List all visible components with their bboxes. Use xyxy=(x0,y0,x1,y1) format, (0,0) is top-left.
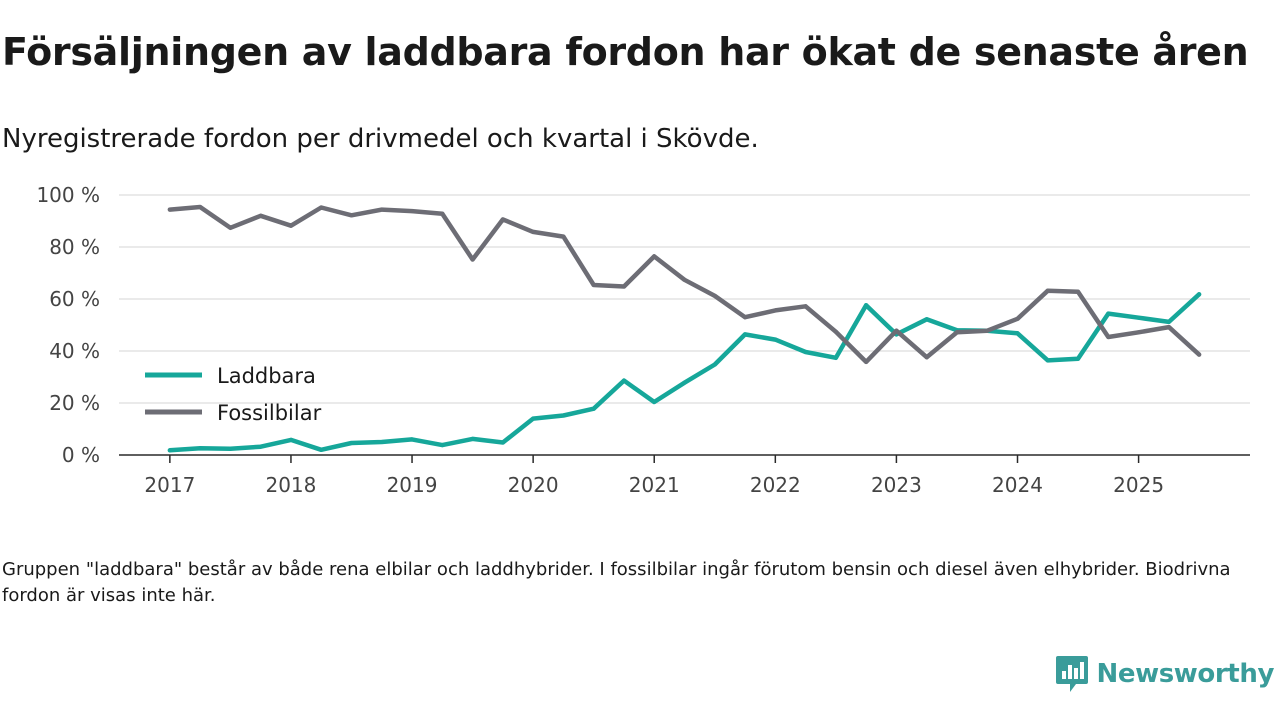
line-chart: 0 % 20 % 40 % 60 % 80 % 100 % 2017 2018 2019 2020… xyxy=(36,183,1250,497)
x-tick-label: 2018 xyxy=(265,473,316,497)
data-point-laddbara xyxy=(1197,292,1202,297)
x-tick-label: 2022 xyxy=(750,473,801,497)
y-tick-label: 80 % xyxy=(49,235,100,259)
data-point-laddbara xyxy=(531,416,536,421)
data-point-fossilbilar xyxy=(228,225,233,230)
data-point-laddbara xyxy=(924,317,929,322)
footnote: Gruppen "laddbara" består av både rena e… xyxy=(2,559,1231,606)
data-point-fossilbilar xyxy=(349,213,354,218)
data-point-fossilbilar xyxy=(1136,330,1141,335)
brand-logo: Newsworthy xyxy=(1055,654,1274,694)
data-point-laddbara xyxy=(500,440,505,445)
data-point-laddbara xyxy=(1015,331,1020,336)
data-point-laddbara xyxy=(198,446,203,451)
x-tick-label: 2020 xyxy=(508,473,559,497)
data-point-fossilbilar xyxy=(561,234,566,239)
legend-label-fossilbilar: Fossilbilar xyxy=(217,401,322,425)
data-point-fossilbilar xyxy=(379,207,384,212)
y-tick-label: 60 % xyxy=(49,287,100,311)
data-point-fossilbilar xyxy=(1076,289,1081,294)
data-point-fossilbilar xyxy=(652,254,657,259)
x-tick-label: 2019 xyxy=(387,473,438,497)
data-point-fossilbilar xyxy=(833,329,838,334)
data-point-fossilbilar xyxy=(258,213,263,218)
data-point-laddbara xyxy=(470,436,475,441)
data-point-laddbara xyxy=(349,441,354,446)
data-point-fossilbilar xyxy=(712,293,717,298)
data-point-laddbara xyxy=(1166,319,1171,324)
data-point-laddbara xyxy=(621,378,626,383)
data-point-fossilbilar xyxy=(1197,352,1202,357)
data-point-laddbara xyxy=(743,332,748,337)
data-point-laddbara xyxy=(1045,358,1050,363)
data-point-fossilbilar xyxy=(1166,325,1171,330)
data-point-laddbara xyxy=(228,446,233,451)
data-point-laddbara xyxy=(440,443,445,448)
data-point-laddbara xyxy=(319,447,324,452)
data-point-fossilbilar xyxy=(440,211,445,216)
x-tick-label: 2025 xyxy=(1113,473,1164,497)
data-point-laddbara xyxy=(864,303,869,308)
data-point-laddbara xyxy=(591,406,596,411)
data-point-laddbara xyxy=(1106,311,1111,316)
data-point-fossilbilar xyxy=(864,359,869,364)
data-point-laddbara xyxy=(773,337,778,342)
data-point-fossilbilar xyxy=(470,257,475,262)
newsworthy-logo-icon xyxy=(1055,656,1088,692)
data-point-laddbara xyxy=(1136,315,1141,320)
data-point-laddbara xyxy=(652,399,657,404)
data-point-fossilbilar xyxy=(410,209,415,214)
data-point-fossilbilar xyxy=(319,205,324,210)
data-point-laddbara xyxy=(1076,356,1081,361)
data-point-fossilbilar xyxy=(167,207,172,212)
data-point-fossilbilar xyxy=(591,282,596,287)
data-point-laddbara xyxy=(258,444,263,449)
data-point-laddbara xyxy=(167,448,172,453)
series-line-laddbara xyxy=(167,292,1202,453)
data-point-laddbara xyxy=(561,413,566,418)
data-point-fossilbilar xyxy=(198,204,203,209)
data-point-fossilbilar xyxy=(924,355,929,360)
data-point-laddbara xyxy=(833,355,838,360)
data-point-laddbara xyxy=(803,350,808,355)
data-point-fossilbilar xyxy=(682,277,687,282)
data-point-fossilbilar xyxy=(803,304,808,309)
x-tick-label: 2023 xyxy=(871,473,922,497)
data-point-laddbara xyxy=(379,440,384,444)
y-tick-label: 20 % xyxy=(49,391,100,415)
chart-title: Försäljningen av laddbara fordon har öka… xyxy=(2,30,1249,74)
data-point-fossilbilar xyxy=(531,229,536,234)
brand-name: Newsworthy xyxy=(1096,659,1275,689)
y-tick-label: 100 % xyxy=(36,183,100,207)
legend-label-laddbara: Laddbara xyxy=(217,364,316,388)
x-tick-label: 2021 xyxy=(629,473,680,497)
data-point-fossilbilar xyxy=(500,217,505,222)
data-point-fossilbilar xyxy=(288,223,293,228)
data-point-fossilbilar xyxy=(1106,334,1111,339)
x-tick-label: 2017 xyxy=(144,473,195,497)
data-point-fossilbilar xyxy=(621,284,626,289)
data-point-laddbara xyxy=(410,437,415,442)
x-tick-label: 2024 xyxy=(992,473,1043,497)
data-point-fossilbilar xyxy=(1015,316,1020,321)
data-point-laddbara xyxy=(712,362,717,367)
y-tick-label: 40 % xyxy=(49,339,100,363)
chart-subtitle: Nyregistrerade fordon per drivmedel och … xyxy=(2,124,759,154)
data-point-laddbara xyxy=(288,437,293,442)
data-point-fossilbilar xyxy=(985,328,990,333)
data-point-fossilbilar xyxy=(773,308,778,313)
data-point-fossilbilar xyxy=(954,330,959,335)
data-point-laddbara xyxy=(682,380,687,385)
data-point-fossilbilar xyxy=(894,328,899,333)
y-tick-label: 0 % xyxy=(62,443,100,467)
data-point-fossilbilar xyxy=(1045,288,1050,293)
series-line-fossilbilar xyxy=(167,204,1202,365)
data-point-fossilbilar xyxy=(743,315,748,320)
